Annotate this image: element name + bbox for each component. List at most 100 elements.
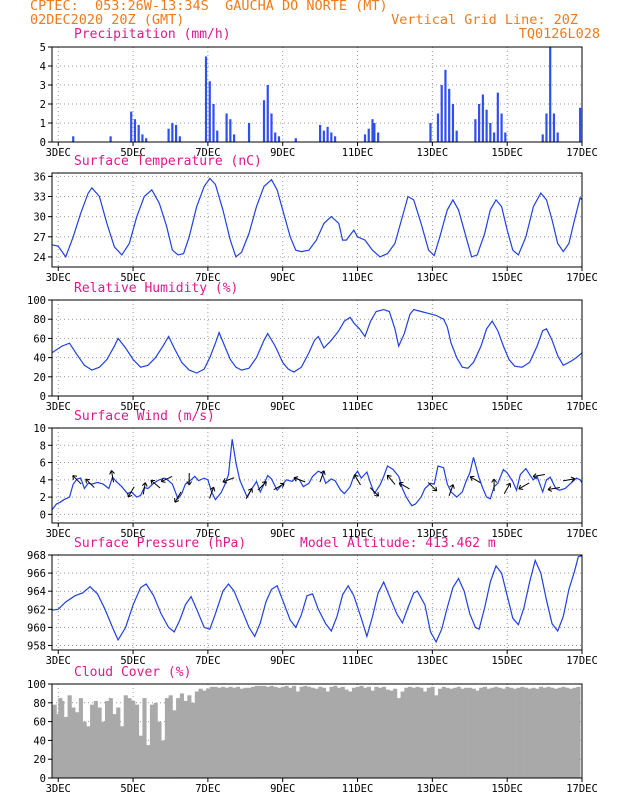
cloud-bar bbox=[456, 686, 461, 778]
cloud-bar bbox=[217, 687, 222, 778]
cloud-bar bbox=[206, 688, 211, 778]
wind-arrow bbox=[186, 473, 193, 486]
cloud-bar bbox=[314, 688, 319, 778]
precip-bar bbox=[330, 132, 333, 142]
wind-arrow bbox=[141, 482, 148, 495]
cloud-bar bbox=[119, 726, 125, 778]
x-tick-label: 17DEC bbox=[566, 655, 598, 667]
cloud-bar bbox=[228, 686, 233, 778]
cloud-bar bbox=[179, 693, 184, 778]
x-tick-label: 11DEC bbox=[342, 401, 374, 413]
cloud-bar bbox=[183, 700, 188, 778]
precip-bar bbox=[274, 132, 277, 142]
precip-bar bbox=[371, 119, 374, 142]
cloud-bar bbox=[494, 686, 499, 778]
cloud-bar bbox=[157, 721, 162, 778]
cloud-bar bbox=[164, 698, 170, 778]
x-tick-label: 17DEC bbox=[566, 528, 598, 540]
cloud-bar bbox=[479, 687, 484, 778]
wind-arrow-head bbox=[570, 476, 576, 483]
cloud-bar bbox=[568, 688, 574, 778]
y-tick-label: 5 bbox=[40, 42, 46, 54]
wind-arrow-shaft bbox=[142, 482, 146, 495]
x-tick-label: 5DEC bbox=[120, 655, 145, 667]
wind-arrow bbox=[369, 487, 380, 497]
y-tick-label: 4 bbox=[40, 475, 46, 487]
wind-arrow-shaft bbox=[469, 476, 481, 484]
cloud-bar bbox=[527, 688, 532, 778]
cloud-bar bbox=[434, 695, 439, 778]
precip-bar bbox=[451, 104, 455, 142]
wind-arrow-shaft bbox=[319, 470, 325, 483]
cloud-bar bbox=[138, 735, 143, 778]
x-tick-label: 9DEC bbox=[270, 783, 295, 795]
cloud-bar bbox=[265, 686, 271, 778]
precip-bar bbox=[504, 132, 507, 142]
wind-arrow-shaft bbox=[150, 479, 161, 489]
cloud-bar bbox=[310, 687, 315, 778]
cloud-bar bbox=[557, 687, 562, 778]
precip-bar bbox=[448, 88, 451, 142]
x-tick-label: 5DEC bbox=[120, 401, 145, 413]
y-tick-label: 2 bbox=[40, 492, 46, 504]
y-tick-label: 960 bbox=[27, 622, 46, 634]
y-tick-label: 968 bbox=[27, 550, 46, 562]
panel-title: Surface Temperature (nC) bbox=[74, 154, 262, 169]
wind-arrow-shaft bbox=[562, 478, 575, 482]
x-tick-label: 5DEC bbox=[120, 147, 145, 159]
cloud-bar bbox=[565, 687, 570, 778]
x-tick-label: 7DEC bbox=[195, 147, 220, 159]
x-tick-label: 7DEC bbox=[195, 272, 220, 284]
x-tick-label: 13DEC bbox=[417, 147, 449, 159]
x-tick-label: 11DEC bbox=[342, 272, 374, 284]
x-tick-label: 17DEC bbox=[566, 272, 598, 284]
wind-arrow-head bbox=[469, 475, 475, 481]
panel-frame bbox=[51, 299, 583, 397]
cloud-bar bbox=[348, 691, 353, 778]
precip-bar bbox=[262, 100, 266, 142]
cloud-bar bbox=[340, 686, 345, 778]
y-tick-label: 100 bbox=[27, 295, 46, 307]
cloud-bar bbox=[550, 687, 555, 778]
cloud-bar bbox=[370, 690, 375, 778]
x-tick-label: 11DEC bbox=[342, 528, 374, 540]
precip-bar bbox=[130, 111, 133, 142]
x-tick-label: 17DEC bbox=[566, 401, 598, 413]
cloud-bar bbox=[355, 686, 360, 778]
cloud-bar bbox=[134, 704, 140, 778]
cloud-bar bbox=[419, 687, 424, 778]
cloud-bar bbox=[374, 686, 379, 778]
wind-arrow-shaft bbox=[354, 474, 361, 486]
wind-arrow bbox=[109, 470, 115, 483]
wind-arrow-head bbox=[353, 474, 359, 479]
x-tick-label: 11DEC bbox=[342, 655, 374, 667]
x-tick-label: 15DEC bbox=[491, 655, 523, 667]
cloud-bar bbox=[254, 685, 259, 778]
cloud-bar bbox=[531, 687, 536, 778]
panel-title: Surface Wind (m/s) bbox=[74, 409, 215, 424]
precip-bar bbox=[232, 134, 236, 142]
wind-arrow bbox=[257, 481, 267, 491]
cloud-bar bbox=[149, 704, 155, 778]
wind-arrow-head bbox=[160, 477, 166, 483]
wind-arrow bbox=[160, 476, 173, 483]
wind-arrow-head bbox=[449, 484, 455, 489]
y-tick-label: 6 bbox=[40, 458, 46, 470]
x-tick-label: 15DEC bbox=[491, 272, 523, 284]
wind-arrow-head bbox=[293, 476, 299, 482]
wind-arrow-head bbox=[547, 486, 553, 492]
panel-6: 0 20 40 60 80 100 3DEC 5DEC 7DEC 9DEC 11DEC 13DEC 15… bbox=[27, 665, 598, 795]
precip-bar bbox=[373, 123, 376, 142]
wind-arrow bbox=[174, 491, 182, 503]
wind-arrow-shaft bbox=[503, 483, 511, 494]
wind-arrow-head bbox=[141, 482, 148, 487]
cloud-bar bbox=[127, 698, 132, 778]
wind-arrow-head bbox=[506, 482, 512, 488]
cloud-bar bbox=[445, 687, 450, 778]
precip-bar bbox=[277, 136, 281, 142]
wind-arrow-head bbox=[247, 487, 253, 493]
cloud-bar bbox=[213, 686, 218, 778]
y-tick-label: 3 bbox=[40, 80, 46, 92]
panel-frame bbox=[51, 554, 583, 651]
precip-bar bbox=[367, 128, 370, 142]
